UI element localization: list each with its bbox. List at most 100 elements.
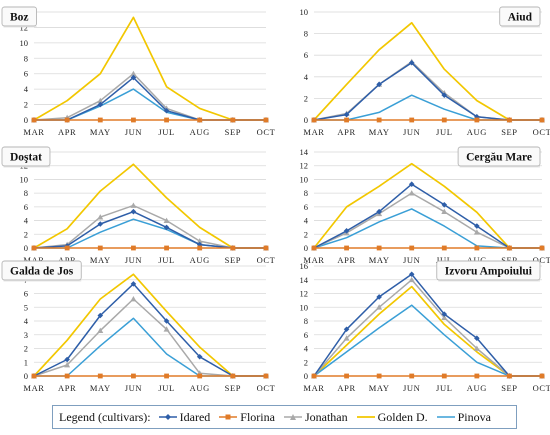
point-florina [263, 117, 269, 123]
point-florina [31, 373, 37, 379]
point-idared [441, 92, 448, 98]
point-idared [343, 228, 350, 234]
point-florina [31, 245, 37, 251]
point-idared [130, 281, 137, 287]
x-tick-label: SEP [501, 127, 517, 137]
point-idared [163, 107, 170, 114]
panel-title-box [1, 6, 37, 27]
point-florina [263, 373, 269, 379]
x-tick-label: APR [58, 127, 76, 137]
panel-title-text: Cergău Mare [466, 152, 532, 164]
x-tick-label: MAR [23, 127, 44, 137]
y-tick-label: 2 [304, 229, 308, 239]
series-line-golden-d [33, 163, 266, 249]
panel-aiud: 0 2 4 6 8 10 MAR APR MAY JUN JUL AUG SEP OCT Aiud [300, 6, 550, 137]
panel-title: Cergău Mare [457, 146, 541, 168]
series-florina [31, 117, 269, 123]
legend-label-jonathan: Jonathan [304, 409, 348, 424]
legend-label-idared: Idared [179, 409, 211, 424]
y-tick-label: 3 [24, 330, 28, 340]
point-florina [230, 245, 236, 251]
panel-title-box [1, 260, 82, 281]
point-florina [409, 373, 415, 379]
x-tick-label: MAY [369, 255, 390, 265]
x-tick-label: MAR [23, 383, 44, 393]
x-tick-label: JUN [403, 127, 420, 137]
y-tick-label: 5 [24, 302, 28, 312]
series-pinova [313, 208, 542, 249]
point-florina [539, 373, 545, 379]
x-tick-label: SEP [225, 255, 241, 265]
point-florina [474, 373, 480, 379]
panel-galda-de-jos: 012345678MARAPRMAYJUNJULAUGSEPOCTGalda d… [1, 260, 275, 393]
point-florina [230, 373, 236, 379]
series-line-idared [313, 273, 542, 377]
point-jonathan [343, 335, 350, 341]
y-tick-label: 4 [24, 84, 29, 94]
panel-title-text: Boz [10, 12, 29, 24]
point-jonathan [473, 229, 480, 235]
series-line-golden-d [313, 162, 542, 249]
legend: Legend (cultivars): Idared Florina Jonat… [52, 405, 517, 429]
series-florina [31, 245, 269, 251]
point-idared [97, 221, 104, 227]
y-tick-label: 2 [304, 93, 308, 103]
y-tick-label: 2 [24, 344, 28, 354]
series-line-golden-d [313, 21, 542, 121]
x-tick-label: JUN [125, 127, 142, 137]
legend-item-jonathan: Jonathan [283, 409, 348, 425]
point-florina [31, 117, 37, 123]
point-florina [263, 245, 269, 251]
x-tick-label: MAY [369, 127, 390, 137]
y-tick-label: 10 [20, 38, 29, 48]
panel-boz: 02468101214MARAPRMAYJUNJULAUGSEPOCTBoz [1, 6, 276, 137]
x-tick-label: APR [337, 127, 355, 137]
point-idared [441, 202, 448, 208]
series-golden-d [33, 163, 266, 249]
x-tick-label: OCT [257, 255, 276, 265]
panel-title: Doştat [1, 146, 51, 168]
legend-swatch-florina [219, 414, 238, 420]
series-line-jonathan [313, 192, 542, 249]
point-florina [507, 373, 512, 379]
series-jonathan [31, 202, 269, 251]
legend-item-idared: Idared [158, 409, 211, 425]
x-tick-label: MAR [303, 127, 324, 137]
x-tick-label: JUL [158, 127, 174, 137]
legend-item-florina: Florina [219, 410, 275, 425]
y-tick-label: 4 [304, 216, 309, 226]
x-tick-label: OCT [257, 127, 276, 137]
panel-title-text: Galda de Jos [10, 266, 74, 278]
panel-title-text: Izvoru Ampoiului [445, 266, 533, 278]
series-jonathan [31, 70, 269, 123]
point-florina [344, 373, 349, 379]
point-idared [163, 224, 170, 231]
point-florina [376, 117, 382, 123]
series-line-idared [33, 283, 266, 377]
y-tick-label: 0 [304, 371, 308, 381]
series-idared [311, 271, 545, 379]
y-tick-label: 14 [300, 275, 309, 285]
panel-title-box [457, 146, 541, 167]
series-golden-d [33, 273, 266, 377]
x-tick-label: JUN [125, 255, 142, 265]
point-jonathan [130, 296, 137, 302]
point-idared [130, 74, 137, 81]
point-florina [441, 373, 447, 379]
point-florina [97, 245, 103, 251]
point-florina [311, 373, 317, 379]
legend-item-golden: Golden D. [356, 410, 428, 425]
point-idared [441, 311, 448, 317]
point-florina [311, 245, 317, 251]
series-line-golden-d [33, 273, 266, 377]
legend-swatch-jonathan [283, 414, 302, 420]
series-line-pinova [313, 304, 542, 377]
y-tick-label: 2 [304, 357, 308, 367]
point-jonathan [97, 97, 104, 104]
y-tick-label: 10 [300, 7, 309, 17]
x-tick-label: SEP [501, 255, 517, 265]
series-pinova [313, 304, 542, 377]
point-florina [131, 373, 136, 379]
series-line-pinova [314, 94, 542, 121]
x-tick-label: JUL [436, 127, 452, 137]
